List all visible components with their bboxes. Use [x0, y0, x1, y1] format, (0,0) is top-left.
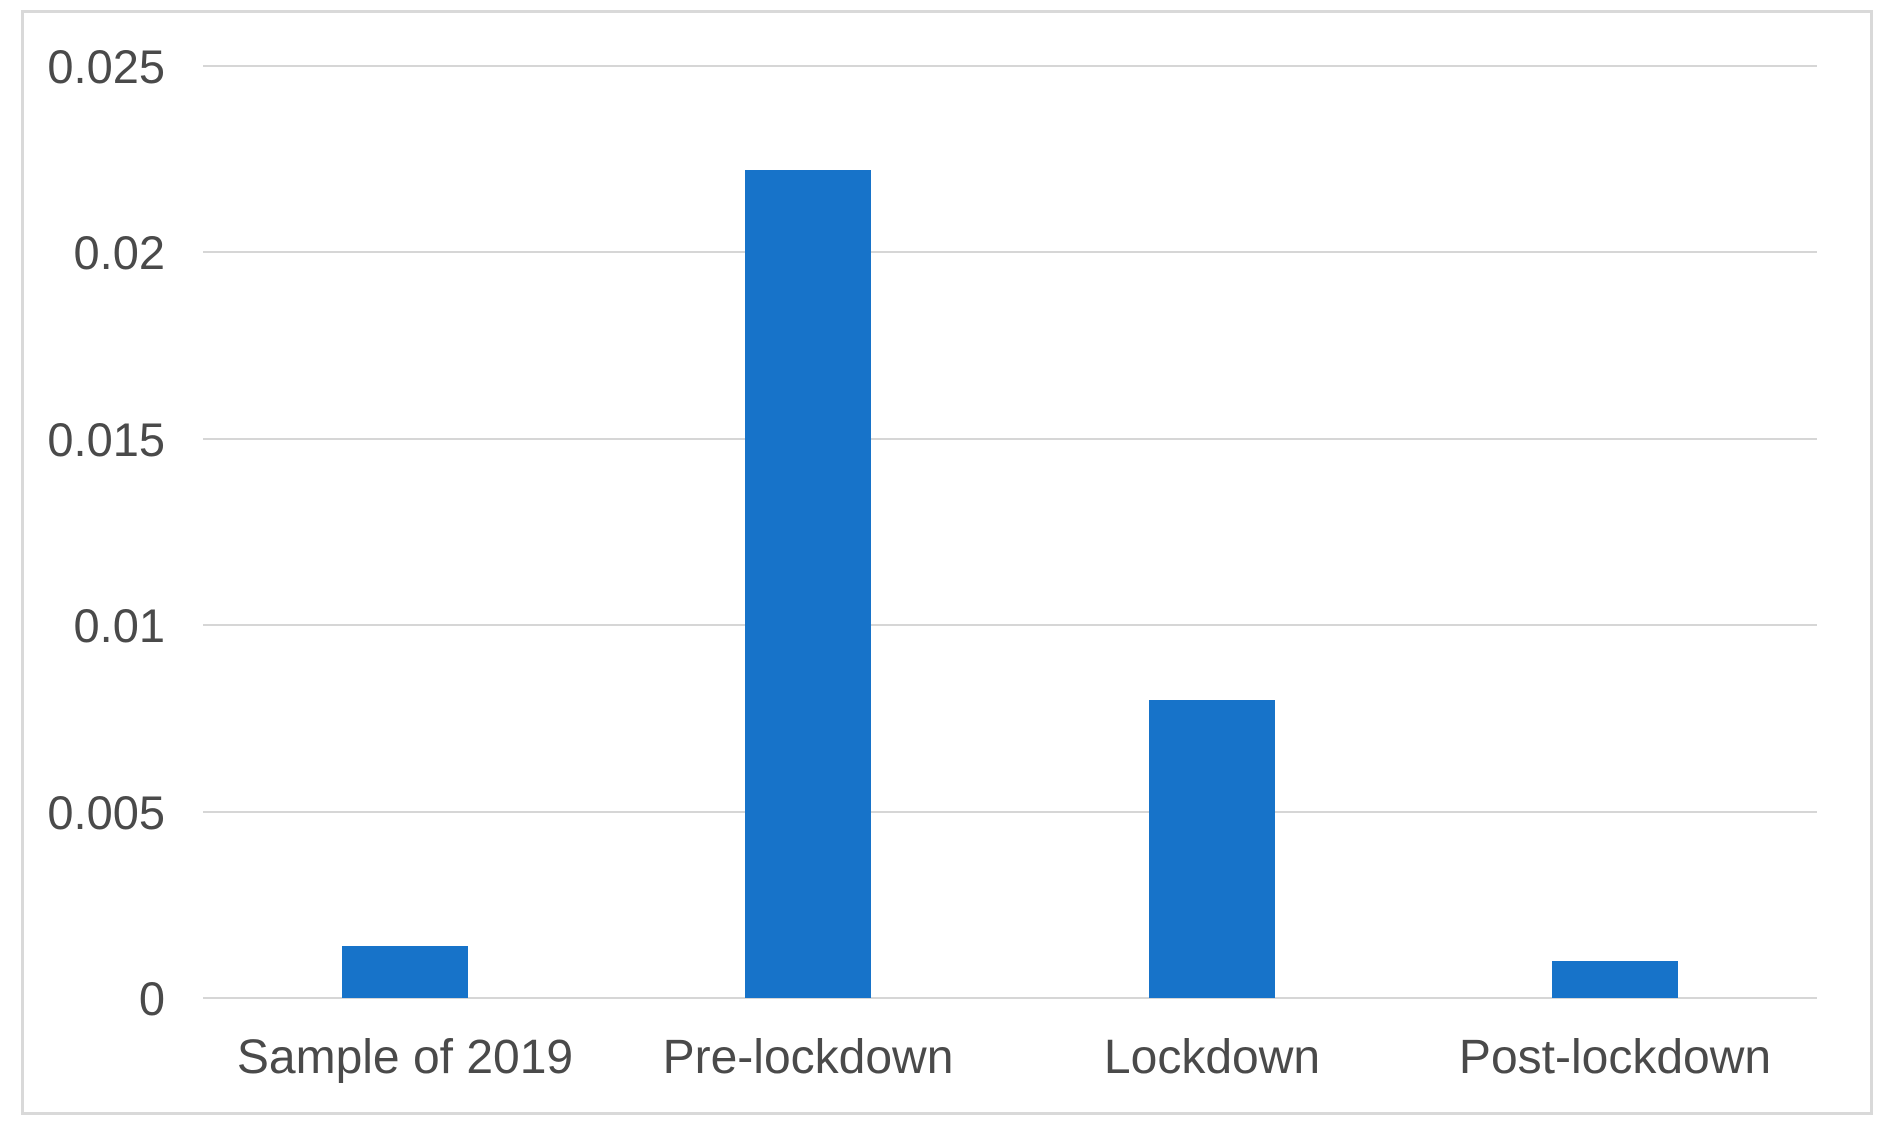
x-category-label: Lockdown: [1103, 1031, 1321, 1084]
chart-frame: [21, 10, 1873, 1115]
bar-post-lockdown: [1552, 961, 1678, 998]
y-tick-label: 0.01: [73, 599, 165, 652]
bar-sample-of-2019: [342, 946, 468, 998]
gridline: [203, 810, 1817, 813]
x-category-label: Pre-lockdown: [662, 1031, 954, 1084]
x-category-label: Post-lockdown: [1458, 1031, 1772, 1084]
gridline: [203, 251, 1817, 254]
bar-pre-lockdown: [745, 170, 871, 998]
y-tick-label: 0.015: [47, 413, 165, 466]
y-tick-label: 0.02: [73, 226, 165, 279]
gridline: [203, 437, 1817, 440]
gridline: [203, 997, 1817, 999]
y-tick-label: 0.005: [47, 786, 165, 839]
bar-lockdown: [1149, 700, 1275, 998]
y-tick-label: 0: [138, 972, 165, 1025]
gridline: [203, 65, 1817, 67]
gridline: [203, 624, 1817, 627]
y-tick-label: 0.025: [47, 40, 165, 93]
x-category-label: Sample of 2019: [236, 1031, 574, 1084]
